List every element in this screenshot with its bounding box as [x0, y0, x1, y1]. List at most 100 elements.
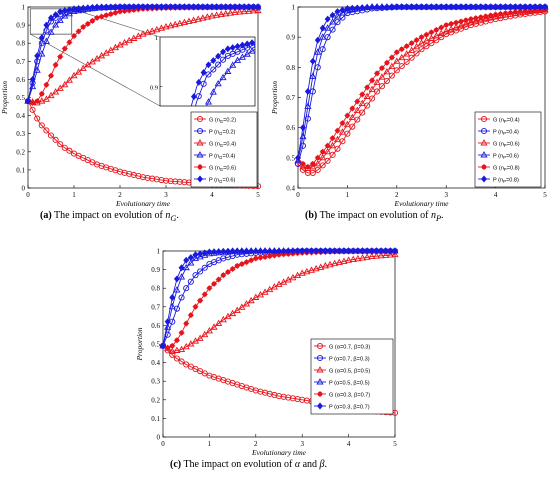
- marker-circle: [230, 415, 235, 420]
- legend-label-tail: =0.4): [506, 129, 519, 135]
- marker-star-cross: [339, 120, 346, 127]
- series-p-triangle: [204, 47, 255, 106]
- y-axis-label: Proportion: [135, 327, 144, 361]
- marker-triangle: [316, 366, 324, 373]
- legend-label-sub: G: [219, 131, 222, 136]
- y-tick-label: 1: [157, 248, 161, 256]
- marker-diamond: [443, 3, 450, 11]
- marker-star: [121, 7, 128, 14]
- x-tick-label: 2: [254, 440, 258, 448]
- marker-star-cross: [248, 257, 255, 264]
- marker-star: [164, 344, 171, 351]
- marker-triangle: [167, 21, 175, 29]
- x-tick-label: 4: [210, 191, 214, 199]
- marker-triangle: [61, 80, 69, 88]
- marker-star: [205, 215, 211, 221]
- marker-triangle: [358, 254, 367, 261]
- marker-star-cross: [38, 90, 45, 97]
- series-p-diamond: [25, 3, 261, 105]
- marker-circle: [408, 54, 415, 61]
- marker-star: [477, 14, 484, 21]
- x-axis-label: Evolutionary time: [115, 199, 171, 208]
- marker-triangle: [480, 139, 488, 146]
- marker-diamond: [190, 93, 197, 101]
- marker-diamond: [232, 3, 238, 11]
- x-tick-label: 1: [346, 191, 350, 199]
- marker-triangle: [224, 312, 232, 320]
- marker-diamond: [349, 4, 356, 12]
- y-tick-label: 0.5: [151, 341, 160, 349]
- marker-diamond: [103, 3, 110, 11]
- legend-label-sub: P: [504, 143, 507, 148]
- legend-label: P (nG=0.6): [209, 177, 235, 184]
- marker-diamond: [303, 247, 310, 255]
- marker-circle: [206, 387, 211, 392]
- legend-label-main: G (n: [209, 165, 220, 171]
- marker-diamond: [502, 3, 509, 11]
- marker-triangle: [329, 141, 337, 149]
- marker-diamond: [388, 3, 395, 11]
- y-tick-label: 1: [22, 4, 26, 12]
- marker-triangle: [233, 56, 242, 63]
- marker-triangle: [229, 309, 237, 317]
- y-tick-label: 0.3: [151, 378, 160, 386]
- marker-triangle: [331, 259, 339, 267]
- marker-star-cross: [183, 320, 190, 327]
- marker-triangle: [199, 14, 207, 21]
- marker-circle: [192, 272, 199, 279]
- marker-circle: [303, 397, 310, 404]
- marker-circle: [173, 355, 180, 362]
- marker-triangle: [338, 128, 347, 135]
- marker-star: [220, 272, 227, 279]
- legend-label-sub: G: [220, 119, 223, 124]
- marker-triangle: [340, 257, 348, 264]
- marker-star-cross: [319, 148, 326, 155]
- marker-triangle: [203, 13, 211, 20]
- marker-diamond: [29, 75, 36, 83]
- marker-diamond: [163, 3, 169, 11]
- marker-star-cross: [482, 13, 489, 20]
- marker-triangle: [38, 50, 46, 57]
- series-p-diamond: [190, 39, 255, 106]
- marker-star: [319, 148, 326, 155]
- marker-circle: [139, 174, 147, 181]
- marker-star: [458, 18, 465, 25]
- legend-label-sub: P: [504, 167, 507, 172]
- marker-star-cross: [462, 17, 469, 24]
- marker-diamond: [197, 175, 203, 183]
- marker-triangle: [65, 76, 73, 83]
- marker-triangle: [408, 46, 416, 53]
- marker-diamond: [153, 3, 160, 11]
- marker-triangle: [368, 85, 376, 92]
- marker-triangle: [249, 7, 257, 14]
- marker-circle: [413, 50, 420, 57]
- marker-star: [502, 10, 509, 17]
- marker-star-cross: [201, 291, 208, 298]
- legend-label: P (α=0.5, β=0.5): [329, 380, 370, 386]
- marker-star: [29, 99, 36, 106]
- marker-star: [324, 142, 331, 149]
- marker-circle: [235, 419, 240, 424]
- series-p-circle: [194, 42, 255, 106]
- marker-star-cross: [393, 49, 400, 56]
- marker-diamond: [244, 40, 251, 48]
- marker-star-cross: [438, 24, 445, 31]
- marker-star: [243, 259, 250, 266]
- marker-triangle: [391, 250, 399, 258]
- marker-star-cross: [304, 163, 311, 170]
- marker-diamond: [190, 3, 197, 11]
- caption-symbol: α: [294, 459, 301, 470]
- marker-diamond: [117, 3, 123, 11]
- legend-entry: G (nP=0.4): [478, 115, 520, 124]
- marker-triangle: [312, 264, 320, 272]
- chart-a: 0 1 2 3 4 5 0 0.1 0.2 0.3 0.4 0.5 0.6 0.7 0.8 0.9 1 Evolu…: [0, 3, 262, 424]
- marker-diamond: [359, 4, 366, 12]
- marker-triangle: [70, 71, 78, 79]
- marker-circle: [57, 141, 64, 148]
- caption-tail: .: [441, 210, 444, 221]
- marker-triangle: [116, 41, 124, 48]
- marker-triangle: [472, 16, 480, 24]
- series-g-triangle: [159, 250, 399, 354]
- y-tick-label: 0.6: [286, 124, 295, 132]
- marker-circle: [52, 136, 59, 143]
